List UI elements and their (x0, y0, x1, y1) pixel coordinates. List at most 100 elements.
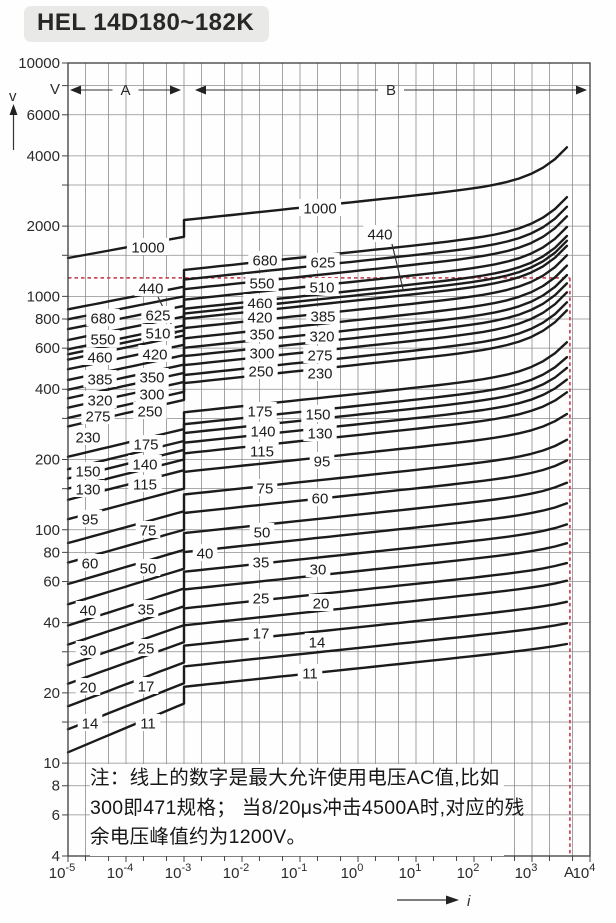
curve-label-25-b: 25 (253, 591, 270, 608)
curve-320 (66, 273, 569, 391)
region-arrow-A: A (70, 82, 181, 99)
x-arrow-label: i (467, 893, 471, 910)
curve-label-20-a: 20 (80, 680, 97, 697)
curve-440 (66, 239, 569, 356)
curve-300 (66, 282, 569, 400)
y-tick-4: 4 (52, 848, 60, 865)
curve-11 (66, 642, 569, 754)
curve-95 (66, 412, 569, 521)
curve-label-420-b: 420 (247, 310, 272, 327)
curve-60 (66, 459, 569, 564)
curve-350 (66, 264, 569, 382)
curve-label-140-b: 140 (250, 424, 275, 441)
leader-440-B (391, 243, 404, 290)
curve-label-320-a: 320 (87, 393, 112, 410)
y-tick-1000: 1000 (27, 288, 60, 305)
curve-label-50-a: 50 (140, 561, 157, 578)
note-text: 注：线上的数字是最大允许使用电压AC值,比如 300即471规格； 当8/20μ… (90, 764, 525, 856)
x-tick-10e2: 102 (457, 862, 480, 882)
curve-label-75-a: 75 (140, 523, 157, 540)
curve-17 (66, 600, 569, 708)
curve-label-40-b: 40 (197, 546, 214, 563)
curve-130 (66, 378, 569, 490)
curve-label-95-b: 95 (314, 454, 331, 471)
curve-label-20-b: 20 (313, 596, 330, 613)
curve-label-230-a: 230 (75, 430, 100, 447)
x-tick-10e1: 101 (399, 862, 422, 882)
region-label-A: A (120, 82, 130, 99)
y-tick-6: 6 (52, 807, 60, 824)
curve-35 (66, 523, 569, 627)
curve-label-440-a: 440 (138, 281, 163, 298)
curve-label-14-b: 14 (309, 635, 326, 652)
curve-label-510-a: 510 (145, 326, 170, 343)
curve-label-60-b: 60 (312, 491, 329, 508)
y-tick-60: 60 (43, 574, 60, 591)
curve-label-60-a: 60 (82, 556, 99, 573)
y-tick-10: 10 (43, 755, 60, 772)
region-arrow-B: B (195, 82, 587, 99)
curve-label-300-b: 300 (249, 346, 274, 363)
curve-30 (66, 542, 569, 646)
x-tick-10e4: 104 (573, 862, 596, 882)
curve-250 (66, 301, 569, 420)
curve-275 (66, 291, 569, 409)
curve-label-350-b: 350 (249, 327, 274, 344)
curve-label-550-b: 550 (249, 276, 274, 293)
curve-label-625-b: 625 (310, 255, 335, 272)
y-tick-80: 80 (43, 544, 60, 561)
curve-label-230-b: 230 (307, 366, 332, 383)
note-line-3: 余电压峰值约为1200V。 (90, 826, 307, 848)
x-tick-10e3: 103 (515, 862, 538, 882)
curve-label-130-b: 130 (307, 426, 332, 443)
curve-label-350-a: 350 (139, 370, 164, 387)
y-tick-10000: 10000 (18, 55, 60, 72)
curve-460 (66, 234, 569, 351)
curve-label-11-a: 11 (140, 716, 156, 733)
curve-label-95-a: 95 (82, 512, 99, 529)
curve-label-275-a: 275 (85, 409, 110, 426)
x-tick-10e0: 100 (341, 862, 364, 882)
y-axis-unit: V (50, 81, 60, 98)
y-tick-100: 100 (35, 522, 60, 539)
region-label-B: B (386, 82, 396, 99)
curves (66, 146, 569, 754)
x-tick-10e-3: 10-3 (165, 862, 191, 882)
curve-label-75-b: 75 (257, 481, 274, 498)
y-tick-40: 40 (43, 615, 60, 632)
y-tick-200: 200 (35, 452, 60, 469)
y-tick-8: 8 (52, 778, 60, 795)
x-axis-arrow: i (397, 893, 471, 910)
part-number-text: HEL 14D180~182K (37, 9, 255, 36)
curve-label-35-a: 35 (138, 602, 155, 619)
y-axis-arrow: v (9, 88, 18, 150)
curve-label-1000-a: 1000 (131, 240, 164, 257)
curve-label-680-b: 680 (252, 253, 277, 270)
curve-label-680-a: 680 (90, 311, 115, 328)
curve-75 (66, 438, 569, 545)
curve-label-25-a: 25 (138, 641, 155, 658)
curve-label-30-a: 30 (80, 643, 97, 660)
x-tick-10e-5: 10-5 (49, 862, 75, 882)
curve-550 (66, 215, 569, 331)
curve-label-1000-b: 1000 (303, 201, 336, 218)
curve-label-175-a: 175 (133, 437, 158, 454)
curve-510 (66, 225, 569, 342)
curve-label-250-a: 250 (137, 404, 162, 421)
note-line-1: 注：线上的数字是最大允许使用电压AC值,比如 (90, 767, 500, 789)
curve-label-275-b: 275 (307, 348, 332, 365)
note-line-2: 300即471规格； 当8/20μs冲击4500A时,对应的残 (90, 796, 525, 819)
curve-label-17-b: 17 (253, 626, 270, 643)
curve-label-140-a: 140 (132, 457, 157, 474)
part-number-title: HEL 14D180~182K (24, 6, 270, 42)
x-tick-10e-2: 10-2 (223, 862, 249, 882)
y-arrow-label: v (9, 88, 17, 105)
curve-label-175-b: 175 (247, 404, 272, 421)
y-axis-labels: 10000 6000 4000 2000 1000 800 600 400 200 100 80 60… (18, 55, 60, 865)
curve-label-11-b: 11 (302, 666, 318, 683)
curve-label-40-a: 40 (80, 603, 97, 620)
curve-label-385-a: 385 (87, 372, 112, 389)
